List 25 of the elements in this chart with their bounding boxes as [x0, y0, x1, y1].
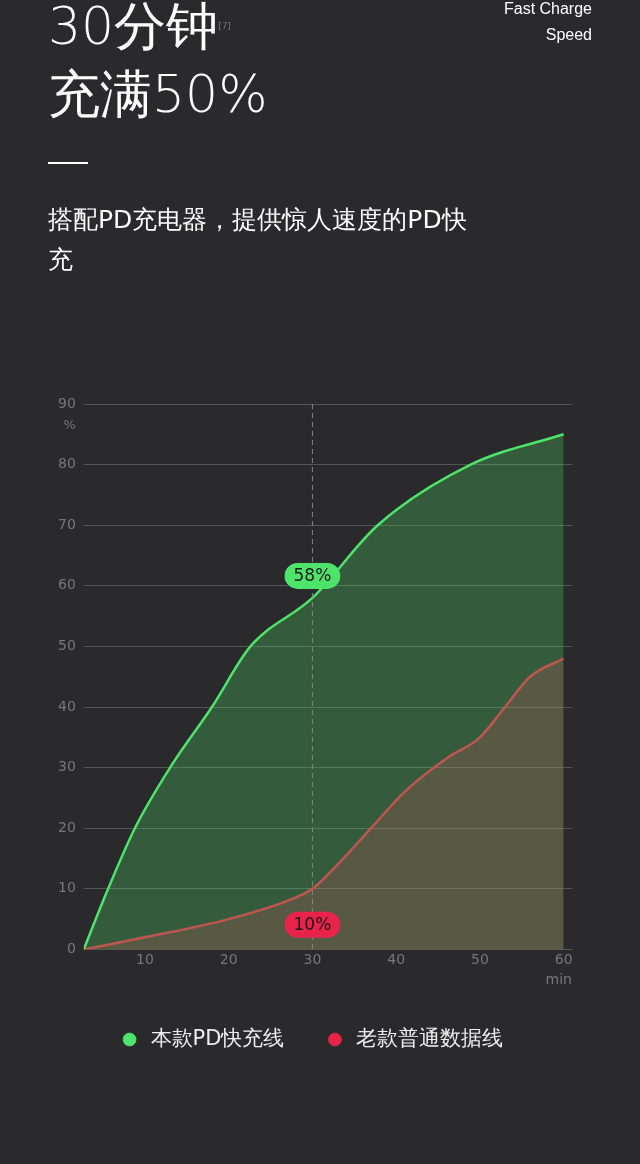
y-tick-label: 90 [57, 394, 76, 411]
y-tick-label: 80 [57, 455, 76, 472]
y-tick-label: 40 [57, 697, 76, 714]
x-tick-label: 10 [136, 951, 154, 968]
y-tick-label: 10 [57, 879, 76, 896]
y-axis-title: % [63, 417, 76, 433]
x-tick-label: 30 [303, 951, 322, 968]
annotation: 58% [293, 565, 332, 586]
y-tick-label: 0 [66, 940, 76, 957]
x-tick-label: 50 [470, 951, 489, 968]
y-tick-label: 50 [57, 637, 76, 654]
x-tick-label: 40 [387, 951, 406, 968]
y-tick-label: 70 [57, 515, 76, 532]
legend-label: 本款PD快充线 [150, 1025, 285, 1050]
x-tick-label: 60 [554, 951, 573, 968]
legend-label: 老款普通数据线 [355, 1025, 503, 1050]
y-tick-label: 60 [57, 576, 76, 593]
chart-title: 30分钟$^{[7]}$ 充满50% [48, 0, 268, 124]
annotation: 10% [293, 914, 332, 935]
y-tick-label: 20 [57, 818, 76, 835]
text: Fast Charge Speed [503, 0, 592, 45]
x-tick-label: 20 [219, 951, 238, 968]
chart-subtitle: 搭配PD充电器，提供惊人速度的PD快充 [48, 204, 468, 276]
y-tick-label: 30 [57, 758, 76, 775]
x-axis-title: min [545, 971, 572, 988]
